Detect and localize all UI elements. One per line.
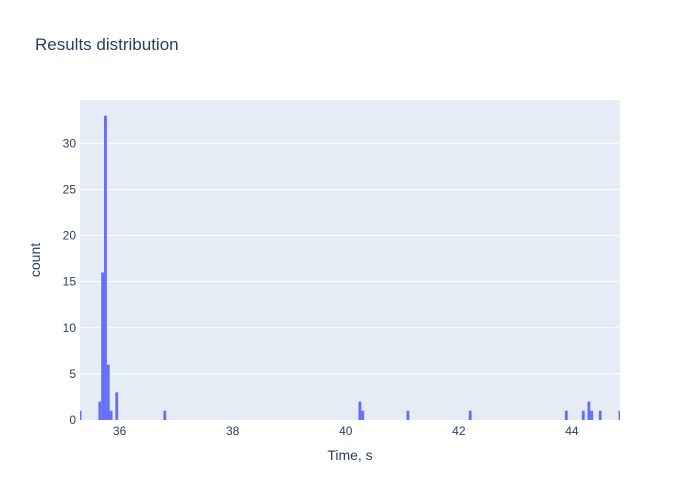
histogram-bar[interactable] — [115, 392, 119, 420]
histogram-bar[interactable] — [590, 410, 594, 420]
histogram-bar[interactable] — [104, 115, 107, 420]
x-tick-label: 40 — [339, 424, 353, 438]
y-tick-label: 0 — [69, 413, 76, 427]
histogram-bar[interactable] — [163, 410, 167, 420]
y-tick-labels: 0 5 10 15 20 25 30 — [63, 136, 77, 427]
histogram-bar[interactable] — [361, 410, 365, 420]
y-tick-label: 25 — [63, 182, 77, 196]
y-axis-title: count — [27, 243, 43, 277]
histogram-bar[interactable] — [468, 410, 472, 420]
x-tick-label: 44 — [565, 424, 579, 438]
histogram-bar[interactable] — [109, 410, 113, 420]
y-tick-label: 5 — [69, 367, 76, 381]
histogram-bar[interactable] — [587, 401, 591, 420]
y-tick-label: 15 — [63, 275, 77, 289]
histogram-bar[interactable] — [618, 410, 620, 420]
y-tick-label: 30 — [63, 136, 77, 150]
chart-title: Results distribution — [35, 35, 179, 54]
histogram-bar[interactable] — [80, 410, 82, 420]
histogram-bar[interactable] — [406, 410, 410, 420]
histogram-bar[interactable] — [98, 401, 102, 420]
x-tick-label: 38 — [226, 424, 240, 438]
histogram-bar[interactable] — [101, 272, 105, 420]
x-tick-labels: 36 38 40 42 44 — [113, 424, 579, 438]
gridlines — [80, 142, 620, 375]
histogram-bar[interactable] — [106, 364, 110, 420]
bars-group — [80, 115, 620, 420]
histogram-bar[interactable] — [598, 410, 602, 420]
y-tick-label: 20 — [63, 229, 77, 243]
x-axis-title: Time, s — [327, 447, 372, 463]
histogram-bar[interactable] — [358, 401, 362, 420]
histogram-bar[interactable] — [564, 410, 568, 420]
histogram-bar[interactable] — [581, 410, 585, 420]
y-tick-label: 10 — [63, 321, 77, 335]
x-tick-label: 36 — [113, 424, 127, 438]
plot-area[interactable] — [80, 100, 620, 420]
x-tick-label: 42 — [452, 424, 466, 438]
